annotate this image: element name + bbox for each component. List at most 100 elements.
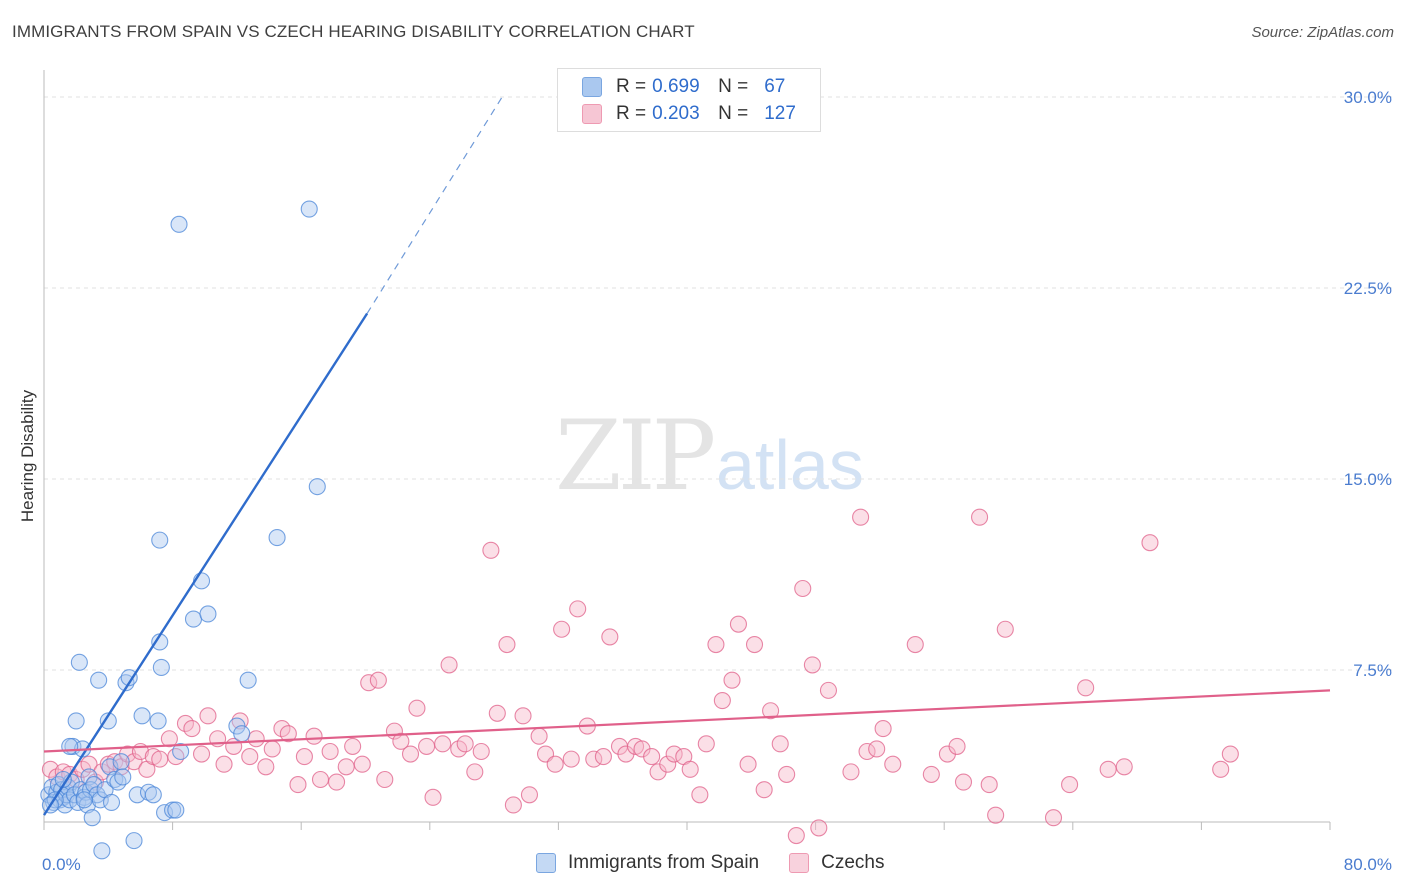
spain-point xyxy=(268,529,286,547)
czech-point xyxy=(852,508,870,526)
watermark-zip: ZIP xyxy=(555,400,716,512)
spain-point xyxy=(75,791,93,809)
czech-point xyxy=(1044,809,1063,827)
spain-point xyxy=(239,671,257,689)
czech-point xyxy=(954,773,973,791)
legend-row-czechs: R = 0.203 N = 127 xyxy=(582,101,796,127)
legend-n-value: 127 xyxy=(764,103,796,124)
czech-point xyxy=(948,737,966,755)
legend-n-label: N = xyxy=(718,76,749,97)
spain-trendline xyxy=(42,312,369,816)
y-tick-label: 22.5% xyxy=(1344,279,1392,298)
czech-point xyxy=(418,737,436,755)
legend-r-label: R = xyxy=(616,76,647,97)
czech-point xyxy=(697,735,715,753)
czech-point xyxy=(681,760,699,778)
spain-point xyxy=(199,605,217,623)
czech-point xyxy=(392,732,410,750)
czech-trendline xyxy=(43,689,1331,753)
czech-point xyxy=(344,737,362,755)
spain-point xyxy=(300,200,318,218)
czech-point xyxy=(504,796,522,814)
legend-n-value: 67 xyxy=(764,76,786,97)
spain-point xyxy=(152,658,170,677)
czech-point xyxy=(482,541,500,559)
spain-point xyxy=(99,712,117,730)
czech-point xyxy=(440,656,458,674)
czech-point xyxy=(466,763,484,781)
czech-point xyxy=(707,635,725,654)
czech-point xyxy=(289,776,307,794)
czech-point xyxy=(167,748,185,766)
czech-point xyxy=(794,579,812,598)
czech-point xyxy=(192,745,211,763)
spain-point xyxy=(90,671,108,689)
czech-point xyxy=(755,781,773,799)
czech-point xyxy=(151,750,169,768)
czech-point xyxy=(771,735,789,753)
x-tick-label: 80.0% xyxy=(1344,855,1392,874)
czech-point xyxy=(659,755,677,773)
spain-point xyxy=(93,842,111,860)
spain-point xyxy=(120,669,138,687)
spain-point xyxy=(139,783,158,801)
legend-swatch-spain xyxy=(536,853,556,873)
legend-label-czechs: Czechs xyxy=(821,852,885,873)
series-legend: Immigrants from Spain Czechs xyxy=(536,852,914,874)
czech-point xyxy=(562,750,580,768)
czech-point xyxy=(729,615,747,633)
czech-point xyxy=(723,671,741,689)
czech-point xyxy=(810,819,828,837)
czech-point xyxy=(906,635,924,654)
chart-title: IMMIGRANTS FROM SPAIN VS CZECH HEARING D… xyxy=(12,22,695,41)
spain-point xyxy=(61,737,79,755)
y-tick-label: 30.0% xyxy=(1344,88,1392,107)
czech-point xyxy=(601,628,619,646)
czech-point xyxy=(553,620,571,638)
czech-point xyxy=(691,786,709,804)
czech-point xyxy=(360,674,378,692)
spain-point xyxy=(144,786,162,804)
czech-point xyxy=(241,748,259,766)
legend-row-spain: R = 0.699 N = 67 xyxy=(582,74,785,100)
spain-point xyxy=(125,832,143,850)
czech-point xyxy=(585,750,603,768)
czech-point xyxy=(353,755,371,773)
spain-point xyxy=(83,809,101,827)
czech-point xyxy=(1115,758,1133,776)
czech-point xyxy=(434,735,452,753)
spain-point xyxy=(308,478,326,496)
czech-point xyxy=(1061,776,1079,794)
czech-point xyxy=(247,730,265,748)
legend-item-spain[interactable]: Immigrants from Spain xyxy=(536,852,759,874)
spain-point xyxy=(112,753,130,771)
czech-point xyxy=(546,755,564,773)
czech-point xyxy=(199,707,217,725)
spain-point xyxy=(151,531,169,549)
czech-point xyxy=(183,720,201,738)
legend-n-label: N = xyxy=(718,103,749,124)
spain-point xyxy=(233,725,251,743)
czech-point xyxy=(1221,745,1239,763)
czech-point xyxy=(874,720,892,738)
czech-point xyxy=(520,786,539,804)
czech-point xyxy=(868,740,886,758)
czech-point xyxy=(713,692,731,710)
czech-point xyxy=(328,773,346,791)
spain-point xyxy=(109,773,127,791)
spain-point xyxy=(54,770,72,789)
spain-point xyxy=(114,768,132,786)
czech-point xyxy=(231,712,249,730)
legend-swatch-spain xyxy=(582,77,602,97)
spain-point xyxy=(170,215,188,233)
spain-point xyxy=(172,742,190,761)
czech-point xyxy=(1099,760,1117,778)
legend-swatch-czechs xyxy=(789,853,810,873)
czech-point xyxy=(803,656,821,674)
czech-point xyxy=(263,740,281,758)
legend-item-czechs[interactable]: Czechs xyxy=(789,852,884,874)
stats-legend: R = 0.699 N = 67 R = 0.203 N = 127 xyxy=(557,68,821,132)
czech-point xyxy=(456,735,474,753)
czech-point xyxy=(1141,534,1159,552)
